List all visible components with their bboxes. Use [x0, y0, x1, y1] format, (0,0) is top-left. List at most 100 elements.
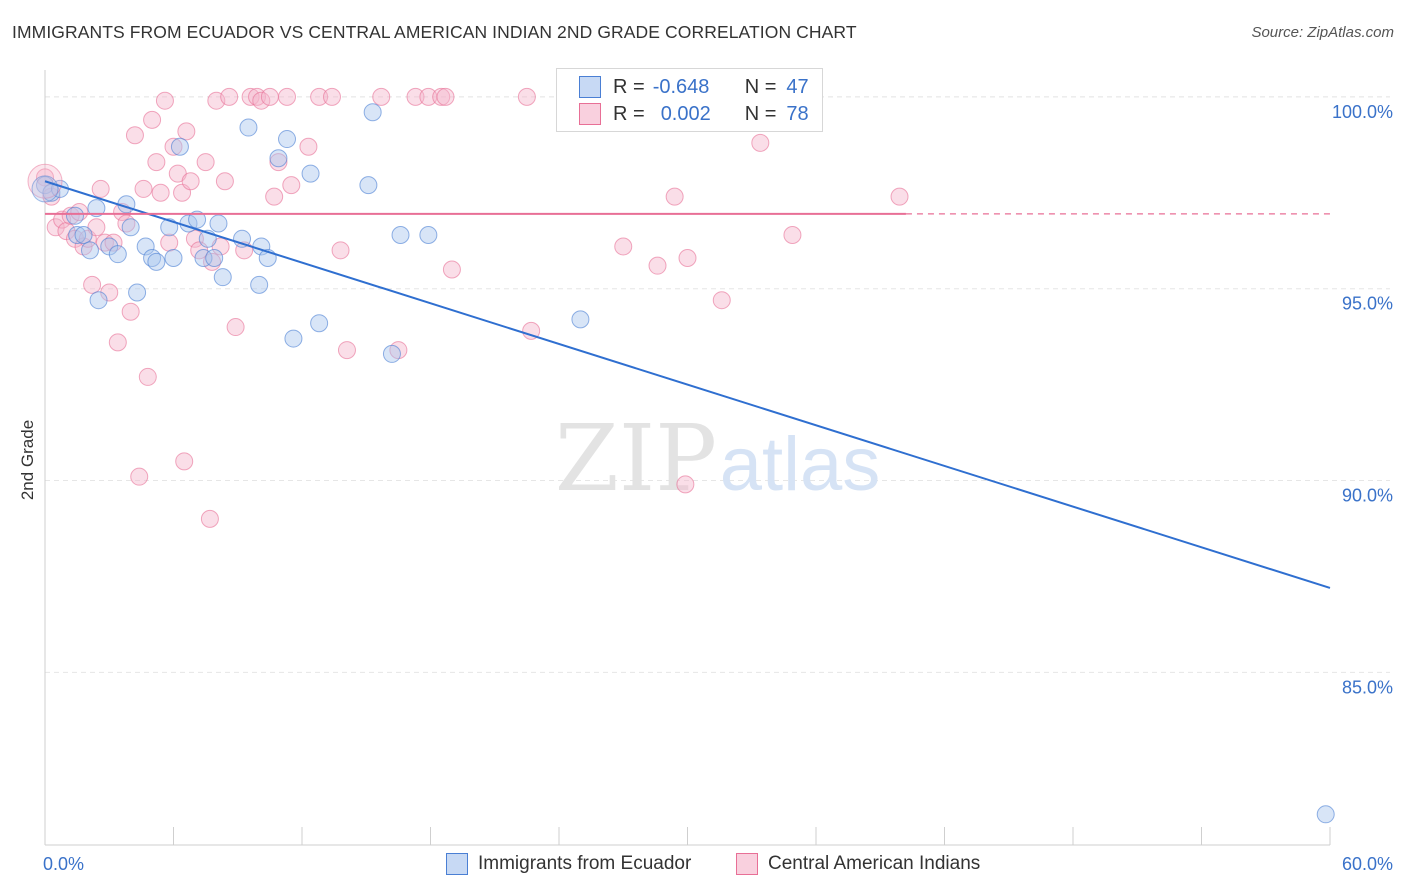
watermark-atlas: atlas [720, 422, 881, 507]
tick-labels: 85.0% 90.0% 95.0% 100.0% 0.0% 60.0% [43, 102, 1393, 874]
y-tick-label: 95.0% [1342, 294, 1393, 314]
point-ecuador [278, 130, 297, 149]
point-central-american [783, 225, 802, 244]
legend-n-value: 78 [786, 102, 809, 125]
point-ecuador [419, 225, 438, 244]
point-central-american [130, 467, 149, 486]
point-central-american [252, 91, 271, 110]
point-central-american [331, 241, 350, 260]
point-ecuador-large [31, 175, 59, 203]
point-ecuador [382, 344, 401, 363]
point-ecuador [284, 329, 303, 348]
point-ecuador [65, 206, 84, 225]
point-central-american [125, 126, 144, 145]
y-tick-label: 100.0% [1332, 102, 1393, 122]
point-central-american [200, 509, 219, 528]
axes [44, 70, 1331, 846]
point-central-american [108, 333, 127, 352]
y-tick-label: 90.0% [1342, 486, 1393, 506]
legend-r-label: R = [613, 102, 645, 125]
point-ecuador [250, 275, 269, 294]
trend-lines [44, 180, 1331, 589]
series-label: Immigrants from Ecuador [478, 853, 692, 874]
series-swatch-pink [736, 853, 758, 875]
point-central-american [522, 321, 541, 340]
point-central-american [299, 137, 318, 156]
point-central-american [185, 229, 204, 248]
series-legend-ecuador: Immigrants from Ecuador [446, 852, 691, 876]
legend-r-label: R = [613, 75, 645, 98]
point-central-american [517, 87, 536, 106]
point-central-american [648, 256, 667, 275]
point-ecuador [121, 218, 140, 237]
point-ecuador [188, 210, 207, 229]
point-ecuador [1316, 805, 1335, 824]
point-ecuador [359, 176, 378, 195]
point-central-american [215, 172, 234, 191]
point-central-american [241, 87, 260, 106]
legend-row-ecuador: R = -0.648 N = 47 [579, 75, 809, 99]
point-central-american [151, 183, 170, 202]
point-ecuador [108, 245, 127, 264]
point-ecuador [205, 248, 224, 267]
y-tick-label: 85.0% [1342, 677, 1393, 697]
point-central-american [372, 87, 391, 106]
point-central-american [265, 187, 284, 206]
point-central-american [226, 318, 245, 337]
point-central-american [890, 187, 909, 206]
point-central-american [91, 179, 110, 198]
point-central-american [310, 87, 329, 106]
point-central-american [260, 87, 279, 106]
correlation-legend: R = -0.648 N = 47 R = 0.002 N = 78 [556, 68, 823, 132]
legend-swatch-pink [579, 103, 601, 125]
series-label: Central American Indians [768, 853, 981, 874]
point-central-american [665, 187, 684, 206]
point-ecuador [310, 314, 329, 333]
point-ecuador [160, 218, 179, 237]
point-central-american [83, 275, 102, 294]
point-central-american [432, 87, 451, 106]
point-central-american [220, 87, 239, 106]
point-central-american [712, 291, 731, 310]
point-ecuador [136, 237, 155, 256]
point-central-american [181, 172, 200, 191]
point-ecuador [301, 164, 320, 183]
point-ecuador [213, 268, 232, 287]
point-ecuador [74, 225, 93, 244]
legend-r-value: -0.648 [652, 75, 710, 98]
point-ecuador [68, 225, 87, 244]
point-ecuador [87, 199, 106, 218]
point-ecuador [209, 214, 228, 233]
point-ecuador [36, 176, 54, 195]
point-central-american [100, 283, 119, 302]
point-central-american [134, 179, 153, 198]
point-ecuador [164, 248, 183, 267]
point-ecuador [147, 252, 166, 271]
legend-row-central-american: R = 0.002 N = 78 [579, 102, 809, 126]
point-central-american [676, 475, 695, 494]
x-tick-label: 0.0% [43, 854, 84, 874]
point-central-american [614, 237, 633, 256]
legend-n-value: 47 [786, 75, 809, 98]
point-ecuador [89, 291, 108, 310]
chart-title: IMMIGRANTS FROM ECUADOR VS CENTRAL AMERI… [12, 22, 857, 42]
point-ecuador [194, 248, 213, 267]
point-central-american [278, 87, 297, 106]
grid-lines [45, 96, 1390, 673]
legend-n-label: N = [744, 102, 777, 125]
point-ecuador [80, 241, 99, 260]
point-central-american [160, 233, 179, 252]
point-ecuador [269, 149, 288, 168]
point-central-american [164, 137, 183, 156]
point-central-american [177, 122, 196, 141]
point-central-american [678, 248, 697, 267]
point-central-american [155, 91, 174, 110]
point-central-american [61, 206, 80, 225]
point-central-american [196, 153, 215, 172]
series-swatch-blue [446, 853, 468, 875]
point-ecuador [239, 118, 258, 137]
watermark: ZIP atlas [555, 405, 880, 512]
point-central-american [138, 367, 157, 386]
legend-n-label: N = [744, 75, 777, 98]
